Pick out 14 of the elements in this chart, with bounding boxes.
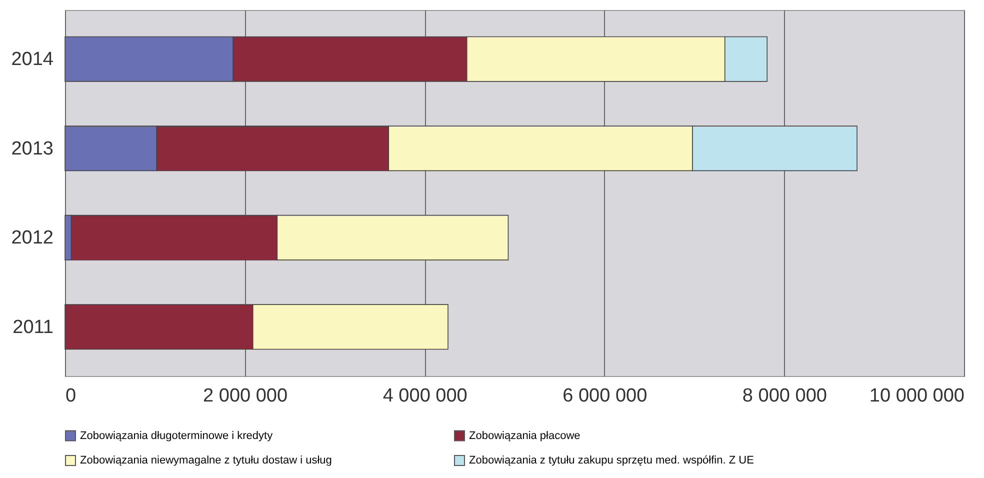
x-tick-label: 8 000 000 — [742, 386, 827, 406]
y-tick-label: 2011 — [12, 316, 54, 338]
y-tick-label: 2012 — [11, 228, 54, 249]
x-tick-label: 10 000 000 — [869, 386, 964, 406]
y-tick-label: 2013 — [11, 138, 54, 160]
x-tick-label: 0 — [66, 386, 76, 406]
x-tick-label: 2 000 000 — [203, 386, 288, 406]
legend-label: Zobowiązania długoterminowe i kredyty — [80, 430, 274, 442]
legend-label: Zobowiązania z tytułu zakupu sprzętu med. współfin. Z UE — [469, 454, 754, 466]
y-tick-label: 2014 — [11, 49, 54, 70]
x-tick-label: 4 000 000 — [382, 386, 468, 406]
legend-label: Zobowiązania niewymagalne z tytułu dostaw i usług — [80, 454, 332, 466]
x-tick-label: 6 000 000 — [562, 386, 648, 406]
legend-label: Zobowiązania płacowe — [469, 430, 580, 442]
